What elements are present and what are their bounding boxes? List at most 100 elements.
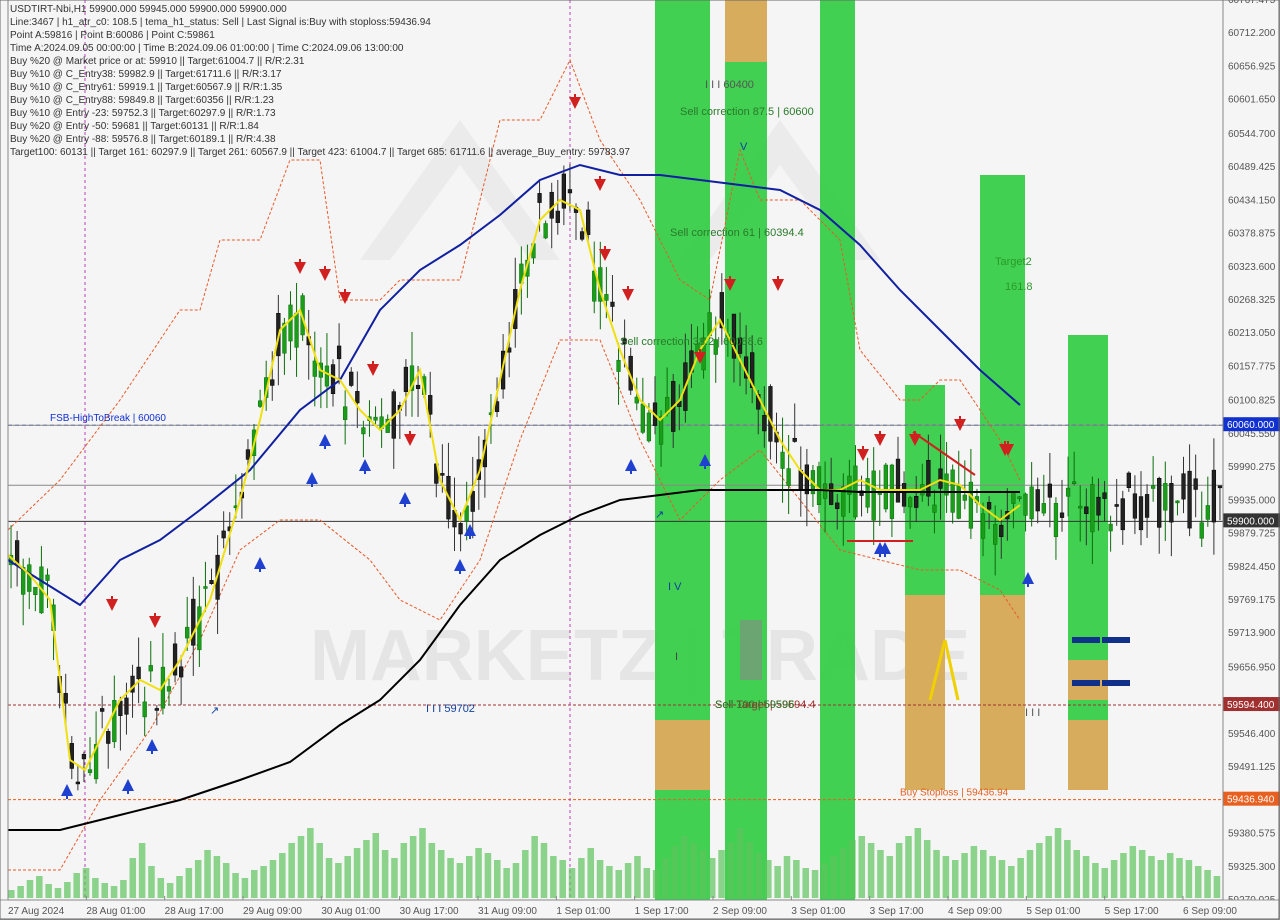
price-tick: 60656.925 <box>1228 61 1276 72</box>
volume-bar <box>111 886 118 898</box>
volume-bar <box>1102 868 1109 898</box>
annotation: I <box>675 651 678 663</box>
volume-bar <box>644 868 651 898</box>
time-label: 29 Aug 09:00 <box>243 906 302 917</box>
volume-bar <box>905 836 912 898</box>
svg-text:59900.000: 59900.000 <box>1227 516 1275 527</box>
time-label: 27 Aug 2024 <box>8 906 65 917</box>
volume-bar <box>821 863 828 898</box>
volume-bar <box>952 860 959 898</box>
volume-bar <box>774 866 781 898</box>
volume-bar <box>1120 853 1127 898</box>
time-label: 2 Sep 09:00 <box>713 906 767 917</box>
price-tick: 59769.175 <box>1228 595 1276 606</box>
volume-bar <box>410 836 417 898</box>
volume-bar <box>662 858 669 898</box>
volume-bar <box>971 846 978 898</box>
volume-bar <box>232 873 239 898</box>
time-label: 28 Aug 01:00 <box>86 906 145 917</box>
zone-orange <box>655 720 710 790</box>
volume-bar <box>307 828 314 898</box>
volume-bar <box>45 884 52 898</box>
chart-container[interactable]: MARKETZ | TRADEFSB-HighToBreak | 60060Bu… <box>0 0 1280 920</box>
volume-bar <box>887 856 894 898</box>
zone-gray <box>740 620 762 680</box>
volume-bar <box>503 868 510 898</box>
volume-bar <box>896 843 903 898</box>
zone-green <box>725 0 767 900</box>
volume-bar <box>120 880 127 898</box>
volume-bar <box>270 860 277 898</box>
zone-orange <box>725 0 767 62</box>
volume-bar <box>541 843 548 898</box>
price-tick: 59656.950 <box>1228 662 1276 673</box>
target-mark <box>1102 637 1130 643</box>
volume-bar <box>447 858 454 898</box>
volume-bar <box>728 843 735 898</box>
volume-bar <box>681 836 688 898</box>
annotation: Sell correction 61 | 60394.4 <box>670 227 804 239</box>
volume-bar <box>709 858 716 898</box>
volume-bar <box>1055 828 1062 898</box>
volume-bar <box>746 842 753 898</box>
volume-bar <box>1158 860 1165 898</box>
annotation: I I I 60400 <box>705 79 754 91</box>
time-label: 1 Sep 01:00 <box>556 906 610 917</box>
volume-bar <box>391 858 398 898</box>
time-label: 30 Aug 01:00 <box>321 906 380 917</box>
volume-bar <box>915 828 922 898</box>
volume-bar <box>587 848 594 898</box>
time-label: 30 Aug 17:00 <box>400 906 459 917</box>
volume-bar <box>1186 860 1193 898</box>
volume-bar <box>316 843 323 898</box>
volume-bar <box>765 860 772 898</box>
price-tick: 59380.575 <box>1228 829 1276 840</box>
zone-orange <box>905 595 945 790</box>
volume-bar <box>148 866 155 898</box>
info-line: Buy %10 @ C_Entry38: 59982.9 || Target:6… <box>10 69 281 80</box>
volume-bar <box>569 868 576 898</box>
volume-bar <box>64 882 71 898</box>
volume-bar <box>17 886 24 898</box>
time-label: 3 Sep 01:00 <box>791 906 845 917</box>
volume-bar <box>578 858 585 898</box>
volume-bar <box>466 856 473 898</box>
time-label: 3 Sep 17:00 <box>870 906 924 917</box>
volume-bar <box>1176 858 1183 898</box>
price-tick: 60489.425 <box>1228 162 1276 173</box>
price-tick: 59713.900 <box>1228 628 1276 639</box>
volume-bar <box>1008 866 1015 898</box>
price-tick: 60601.650 <box>1228 95 1276 106</box>
volume-bar <box>344 856 351 898</box>
annotation: ↗ <box>655 509 664 521</box>
price-tick: 59325.300 <box>1228 862 1276 873</box>
volume-bar <box>401 843 408 898</box>
volume-bar <box>1027 850 1034 898</box>
volume-bar <box>382 850 389 898</box>
target-mark <box>1072 680 1100 686</box>
time-label: 5 Sep 01:00 <box>1026 906 1080 917</box>
annotation: I V <box>668 581 682 593</box>
price-tick: 59935.000 <box>1228 495 1276 506</box>
volume-bar <box>634 856 641 898</box>
svg-text:FSB-HighToBreak | 60060: FSB-HighToBreak | 60060 <box>50 413 166 424</box>
volume-bar <box>335 863 342 898</box>
price-tick: 60767.475 <box>1228 0 1276 6</box>
info-line: Buy %20 @ Market price or at: 59910 || T… <box>10 56 304 67</box>
target-mark <box>1102 680 1130 686</box>
volume-bar <box>1073 850 1080 898</box>
volume-bar <box>260 866 267 898</box>
price-tick: 59824.450 <box>1228 562 1276 573</box>
annotation: Sell 100 | 59596 <box>715 699 794 711</box>
price-tick: 60157.775 <box>1228 361 1276 372</box>
volume-bar <box>1045 836 1052 898</box>
volume-bar <box>513 863 520 898</box>
info-line: USDTIRT-Nbi,H1 59900.000 59945.000 59900… <box>10 4 287 15</box>
volume-bar <box>989 856 996 898</box>
volume-bar <box>73 873 80 898</box>
info-line: Buy %20 @ Entry -50: 59681 || Target:601… <box>10 121 259 132</box>
volume-bar <box>298 836 305 898</box>
volume-bar <box>204 850 211 898</box>
volume-bar <box>494 860 501 898</box>
annotation: I I I 59702 <box>426 703 475 715</box>
